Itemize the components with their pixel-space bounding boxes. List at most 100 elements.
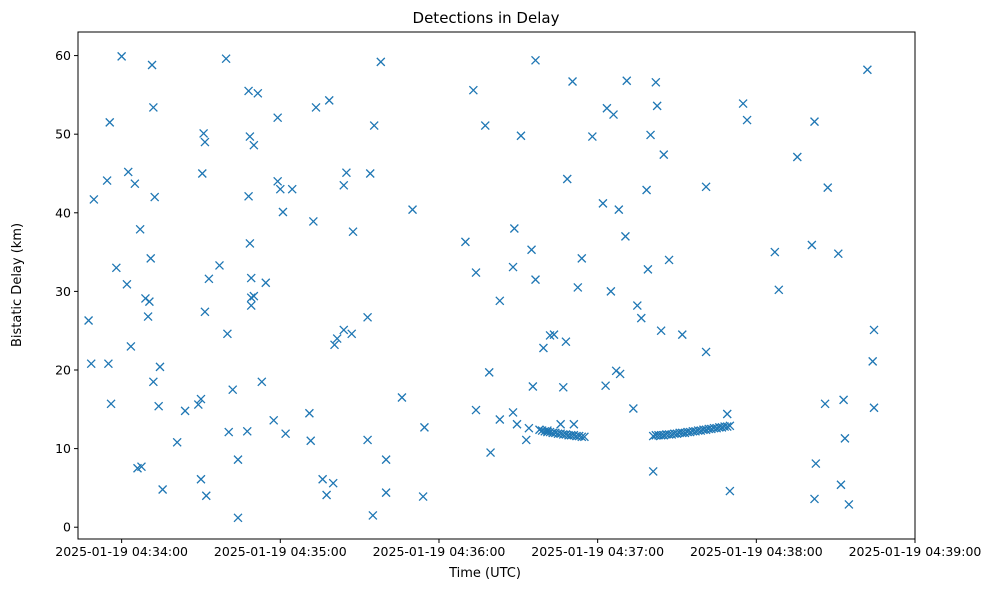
detection-point bbox=[281, 429, 291, 439]
detection-point bbox=[332, 334, 342, 344]
detection-point bbox=[246, 273, 256, 283]
detection-point bbox=[105, 117, 115, 127]
detection-point bbox=[521, 435, 531, 445]
x-axis-label: Time (UTC) bbox=[448, 566, 521, 581]
detection-point bbox=[573, 283, 583, 292]
detection-point bbox=[495, 296, 505, 306]
detection-point bbox=[531, 55, 540, 65]
chart-title: Detections in Delay bbox=[413, 9, 560, 27]
detection-point bbox=[381, 488, 391, 498]
detection-point bbox=[233, 455, 243, 465]
x-tick-label: 2025-01-19 04:34:00 bbox=[55, 544, 188, 559]
detection-point bbox=[538, 343, 548, 353]
detection-point bbox=[615, 369, 625, 379]
detection-point bbox=[833, 249, 843, 259]
detection-point bbox=[148, 377, 158, 387]
detection-point bbox=[418, 492, 428, 502]
detection-point bbox=[246, 301, 256, 311]
detection-point bbox=[738, 99, 748, 108]
detection-point bbox=[643, 264, 653, 274]
detection-point bbox=[245, 132, 255, 142]
detection-point bbox=[172, 437, 182, 447]
detection-point bbox=[180, 406, 190, 416]
detection-point bbox=[722, 422, 732, 432]
detection-point bbox=[106, 399, 116, 409]
detection-point bbox=[598, 198, 608, 208]
detection-point bbox=[348, 227, 358, 237]
detection-point bbox=[601, 381, 611, 391]
detection-point bbox=[146, 253, 156, 263]
y-tick-label: 0 bbox=[63, 520, 71, 535]
detection-point bbox=[839, 395, 849, 405]
detection-point bbox=[722, 409, 732, 419]
detection-point bbox=[154, 401, 164, 411]
detection-point bbox=[111, 263, 121, 273]
y-tick-label: 30 bbox=[55, 284, 71, 299]
data-points bbox=[84, 51, 879, 523]
detection-point bbox=[549, 330, 559, 340]
detection-point bbox=[480, 121, 490, 130]
detection-point bbox=[84, 316, 94, 325]
x-axis: 2025-01-19 04:34:00 2025-01-19 04:35:00 20… bbox=[55, 539, 981, 559]
detection-point bbox=[807, 240, 817, 250]
detection-point bbox=[725, 421, 735, 431]
detection-point bbox=[868, 356, 878, 366]
detection-point bbox=[397, 393, 407, 402]
detection-point bbox=[823, 183, 833, 193]
detection-point bbox=[221, 54, 231, 64]
detection-point bbox=[810, 117, 819, 127]
detection-point bbox=[628, 404, 638, 413]
detection-point bbox=[339, 325, 349, 335]
y-tick-label: 40 bbox=[55, 205, 71, 220]
y-axis-label: Bistatic Delay (km) bbox=[10, 223, 25, 347]
detection-point bbox=[535, 425, 544, 435]
detection-point bbox=[244, 191, 254, 201]
detection-point bbox=[527, 245, 536, 255]
detection-point bbox=[381, 455, 391, 465]
detection-point bbox=[651, 77, 661, 87]
detection-point bbox=[659, 150, 669, 160]
detection-point bbox=[840, 433, 850, 443]
detection-point bbox=[558, 382, 568, 392]
detection-point bbox=[652, 101, 662, 111]
detection-point bbox=[324, 95, 334, 105]
detection-point bbox=[224, 427, 234, 437]
detection-point bbox=[614, 205, 624, 215]
detection-point bbox=[606, 286, 616, 296]
detection-point bbox=[304, 408, 314, 418]
detection-point bbox=[147, 60, 157, 70]
y-tick-label: 20 bbox=[55, 363, 71, 378]
detection-point bbox=[528, 382, 538, 391]
detection-point bbox=[363, 312, 373, 322]
detection-point bbox=[622, 76, 632, 86]
detection-point bbox=[249, 140, 259, 150]
detection-point bbox=[512, 419, 522, 429]
detection-point bbox=[330, 340, 339, 350]
detection-point bbox=[86, 359, 96, 369]
y-tick-label: 50 bbox=[55, 127, 71, 142]
detection-point bbox=[89, 194, 99, 204]
detection-point bbox=[257, 377, 267, 387]
detection-point bbox=[568, 77, 577, 86]
detection-point bbox=[123, 167, 133, 177]
detection-point bbox=[620, 231, 630, 241]
detection-point bbox=[770, 247, 780, 257]
detection-point bbox=[204, 274, 214, 284]
detection-point bbox=[368, 510, 378, 520]
detection-point bbox=[577, 432, 587, 442]
detection-point bbox=[341, 168, 351, 178]
x-tick-label: 2025-01-19 04:39:00 bbox=[849, 544, 982, 559]
detection-point bbox=[587, 132, 597, 142]
detection-point bbox=[701, 347, 711, 357]
y-tick-label: 10 bbox=[55, 441, 71, 456]
detection-point bbox=[701, 182, 711, 192]
detection-point bbox=[246, 293, 256, 303]
detection-point bbox=[328, 478, 338, 488]
detection-point bbox=[648, 466, 658, 476]
detection-point bbox=[642, 185, 652, 195]
detection-point bbox=[792, 152, 802, 162]
x-tick-label: 2025-01-19 04:35:00 bbox=[214, 544, 347, 559]
detection-point bbox=[369, 121, 379, 130]
detection-point bbox=[486, 448, 496, 457]
detection-point bbox=[656, 326, 666, 336]
